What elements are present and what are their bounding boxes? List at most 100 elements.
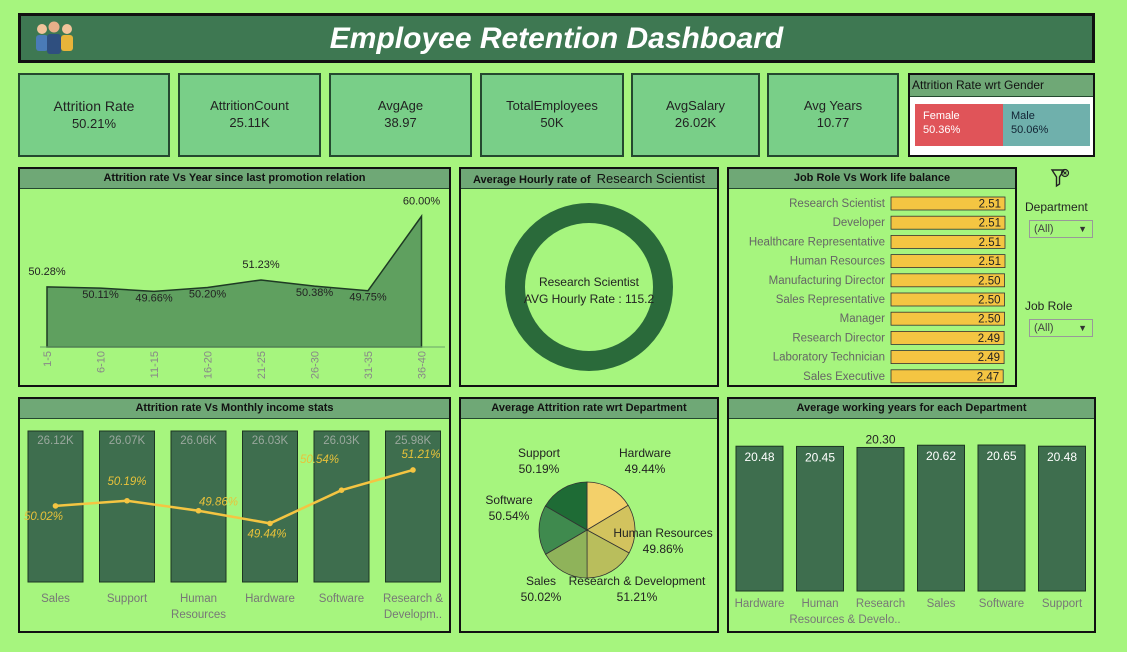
line-label: 50.02% <box>24 511 63 523</box>
filter-icon[interactable] <box>1050 167 1072 189</box>
job-role-panel: Job Role Vs Work life balance Research S… <box>727 167 1017 387</box>
male-label: Male <box>1011 110 1035 122</box>
category-label: Manager <box>840 313 886 325</box>
data-label: 2.51 <box>979 218 1001 230</box>
bar[interactable] <box>796 445 844 592</box>
data-label: 49.66% <box>135 292 173 304</box>
data-label: 2.51 <box>979 256 1001 268</box>
bar[interactable] <box>385 430 441 583</box>
slice-name: Software <box>485 493 533 507</box>
slice-value: 50.19% <box>519 462 560 476</box>
area-series[interactable] <box>46 213 423 348</box>
kpi-total-employees[interactable]: TotalEmployees 50K <box>480 73 624 157</box>
data-label: 2.50 <box>978 295 1000 307</box>
department-dropdown[interactable]: (All) ▼ <box>1029 220 1093 238</box>
pie-slice[interactable] <box>544 481 588 531</box>
bar[interactable] <box>890 196 1006 211</box>
bar[interactable] <box>890 369 1004 384</box>
people-icon <box>36 21 73 54</box>
bar[interactable] <box>890 215 1006 230</box>
bar[interactable] <box>890 273 1005 288</box>
bar[interactable] <box>890 330 1005 345</box>
bar[interactable] <box>170 430 227 583</box>
line-point[interactable] <box>267 520 273 527</box>
line-label: 49.44% <box>247 528 286 540</box>
bar[interactable] <box>890 254 1006 268</box>
data-label: 50.38% <box>296 287 334 299</box>
bar[interactable] <box>890 311 1005 326</box>
kpi-avg-salary[interactable]: AvgSalary 26.02K <box>631 73 760 157</box>
donut-ring[interactable] <box>505 203 673 371</box>
kpi-attrition-count[interactable]: AttritionCount 25.11K <box>178 73 321 157</box>
x-tick-label: 11-15 <box>149 351 161 378</box>
bar[interactable] <box>917 444 965 592</box>
pie-slice[interactable] <box>586 481 629 531</box>
donut-chart: Research Scientist AVG Hourly Rate : 115… <box>505 203 673 371</box>
bar[interactable] <box>99 430 155 583</box>
kpi-attrition-rate[interactable]: Attrition Rate 50.21% <box>18 73 170 157</box>
job-role-dropdown[interactable]: (All) ▼ <box>1029 319 1093 337</box>
line-label: 50.54% <box>300 454 339 466</box>
department-attrition-panel: Average Attrition rate wrt Department Ha… <box>459 397 719 633</box>
gender-attrition-panel: Attrition Rate wrt Gender Female 50.36% … <box>908 73 1095 157</box>
bar-label: 26.03K <box>323 435 360 447</box>
line-point[interactable] <box>410 467 416 473</box>
x-tick-label: 31-35 <box>363 351 375 379</box>
data-label: 2.49 <box>978 352 1000 364</box>
category-label: Research Scientist <box>789 198 886 210</box>
slice-value: 49.44% <box>625 462 666 476</box>
category-label: Human Resources <box>790 256 885 268</box>
panel-title: Average working years for each Departmen… <box>729 399 1094 419</box>
bar-label: 26.12K <box>37 435 74 447</box>
slice-value: 50.02% <box>521 590 562 604</box>
kpi-label: Attrition Rate <box>53 98 135 114</box>
line-label: 51.21% <box>401 449 440 461</box>
bar[interactable] <box>1038 445 1086 592</box>
pie-slice[interactable] <box>538 505 588 555</box>
line-point[interactable] <box>124 497 130 504</box>
bar-label: 20.62 <box>926 449 956 463</box>
panel-title: Average Attrition rate wrt Department <box>461 399 717 419</box>
bar[interactable] <box>890 292 1005 307</box>
line-point[interactable] <box>195 507 202 514</box>
bar[interactable] <box>977 444 1026 592</box>
income-attrition-panel: Attrition rate Vs Monthly income stats 2… <box>18 397 451 633</box>
data-label: 2.50 <box>978 275 1000 287</box>
data-label: 2.49 <box>978 333 1000 345</box>
bar[interactable] <box>242 430 298 583</box>
category-label: Laboratory Technician <box>773 352 885 364</box>
bar-label: 26.03K <box>252 435 289 447</box>
female-value: 50.36% <box>923 124 961 136</box>
job-role-dropdown-value: (All) <box>1034 322 1054 334</box>
dashboard-header: Employee Retention Dashboard <box>18 13 1095 63</box>
bar[interactable] <box>890 235 1006 249</box>
slice-value: 51.21% <box>617 590 658 604</box>
line-point[interactable] <box>338 487 345 493</box>
kpi-value: 26.02K <box>674 115 717 130</box>
pie-slice[interactable] <box>586 529 630 579</box>
kpi-value: 50K <box>540 115 564 130</box>
pie-slice[interactable] <box>586 504 636 554</box>
line-point[interactable] <box>52 503 59 509</box>
male-segment[interactable]: Male 50.06% <box>1003 104 1090 146</box>
pie-slice[interactable] <box>545 529 588 579</box>
kpi-avg-years[interactable]: Avg Years 10.77 <box>767 73 899 157</box>
x-tick-label: Hardware <box>735 598 785 610</box>
x-tick-label: 36-40 <box>417 351 429 379</box>
kpi-label: Avg Years <box>803 98 863 113</box>
dashboard-title: Employee Retention Dashboard <box>329 22 784 55</box>
bar[interactable] <box>313 430 370 583</box>
line-series[interactable] <box>55 468 414 525</box>
bar[interactable] <box>735 445 784 592</box>
x-tick-label: 26-30 <box>310 351 322 379</box>
bar-label: 25.98K <box>395 435 432 447</box>
panel-title: Average Hourly rate of Research Scientis… <box>461 169 717 189</box>
kpi-avg-age[interactable]: AvgAge 38.97 <box>329 73 472 157</box>
bar[interactable] <box>890 350 1005 365</box>
income-combo-chart: 26.12K Sales 26.07K Support 26.06K Human Resou… <box>24 430 443 621</box>
bar[interactable] <box>856 446 905 592</box>
kpi-label: AvgAge <box>377 98 424 113</box>
kpi-value: 38.97 <box>384 115 417 130</box>
female-segment[interactable]: Female 50.36% <box>915 104 1003 146</box>
slice-name: Support <box>518 446 561 460</box>
